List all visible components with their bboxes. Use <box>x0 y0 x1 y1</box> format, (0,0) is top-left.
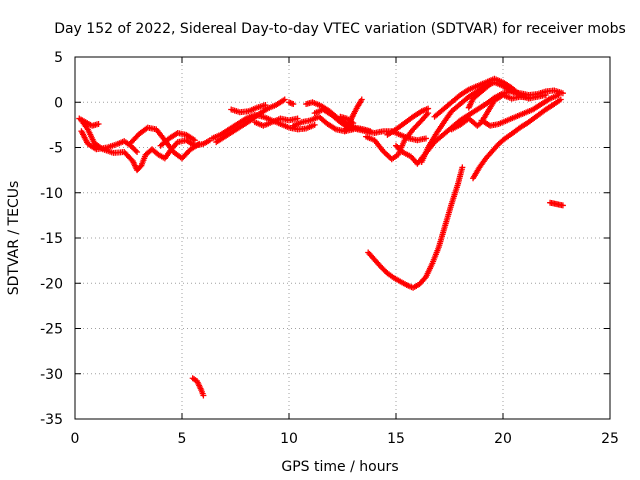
x-tick-label: 10 <box>280 431 298 447</box>
series-sat-track-10 <box>286 99 297 108</box>
x-tick-label: 20 <box>494 431 512 447</box>
data-point <box>262 101 269 108</box>
series-sat-track-09 <box>251 115 301 129</box>
axis-tick-labels: 0 5 10 15 20 25 -35 -30 -25 -20 -15 -10 -5 0 5 <box>40 50 619 447</box>
data-point <box>350 120 357 127</box>
data-point <box>555 92 562 99</box>
data-point <box>525 94 532 101</box>
data-point <box>358 96 365 103</box>
data-point <box>95 120 102 127</box>
series-sat-track-05 <box>157 130 198 149</box>
y-tick-label: -30 <box>40 367 63 383</box>
data-point <box>196 140 203 147</box>
y-tick-label: -10 <box>40 186 63 202</box>
series-sat-track-17 <box>384 105 432 138</box>
series-sat-track-20 <box>431 75 549 120</box>
axis-ticks <box>74 56 611 420</box>
y-tick-label: 5 <box>54 50 63 66</box>
data-point <box>557 96 564 103</box>
series-sat-track-01 <box>78 117 213 174</box>
series-sat-track-22 <box>465 81 494 111</box>
data-point <box>134 149 141 156</box>
x-axis-label: GPS time / hours <box>281 459 398 475</box>
x-tick-label: 5 <box>178 431 187 447</box>
series-sat-track-23 <box>478 92 562 129</box>
series-sat-track-25 <box>365 164 466 291</box>
series-sat-track-03 <box>76 115 102 129</box>
data-point <box>487 81 494 88</box>
data-point <box>290 101 297 108</box>
y-tick-label: -5 <box>49 141 63 157</box>
series-sat-track-26 <box>189 375 207 399</box>
data-point <box>559 90 566 97</box>
y-axis-label: SDTVAR / TECUs <box>6 181 22 296</box>
series-sat-track-16 <box>363 110 432 163</box>
y-tick-label: -25 <box>40 322 63 338</box>
series-sat-track-14 <box>341 96 365 135</box>
y-tick-label: 0 <box>54 95 63 111</box>
series-sat-track-02 <box>78 128 141 156</box>
data-point <box>191 137 198 144</box>
x-tick-label: 25 <box>601 431 619 447</box>
data-point <box>425 105 432 112</box>
series-sat-track-08 <box>228 101 269 116</box>
data-point <box>200 392 207 399</box>
data-point <box>311 121 318 128</box>
data-marks <box>76 75 566 399</box>
data-point <box>294 115 301 122</box>
data-point <box>559 202 566 209</box>
data-point <box>367 128 374 135</box>
data-point <box>459 164 466 171</box>
y-tick-label: -20 <box>40 276 63 292</box>
data-point <box>132 147 139 154</box>
data-point <box>422 135 429 142</box>
data-point <box>542 92 549 99</box>
chart-title: Day 152 of 2022, Sidereal Day-to-day VTE… <box>54 21 626 37</box>
data-point <box>281 96 288 103</box>
x-tick-label: 0 <box>71 431 80 447</box>
grid-lines <box>75 57 610 419</box>
series-sat-track-07 <box>213 96 288 146</box>
series-sat-track-24 <box>470 96 564 182</box>
series-sat-track-27 <box>547 199 566 209</box>
y-tick-label: -15 <box>40 231 63 247</box>
x-tick-label: 15 <box>387 431 405 447</box>
series-sat-track-18 <box>393 87 566 167</box>
series-sat-track-15 <box>337 113 357 127</box>
y-tick-label: -35 <box>40 412 63 428</box>
